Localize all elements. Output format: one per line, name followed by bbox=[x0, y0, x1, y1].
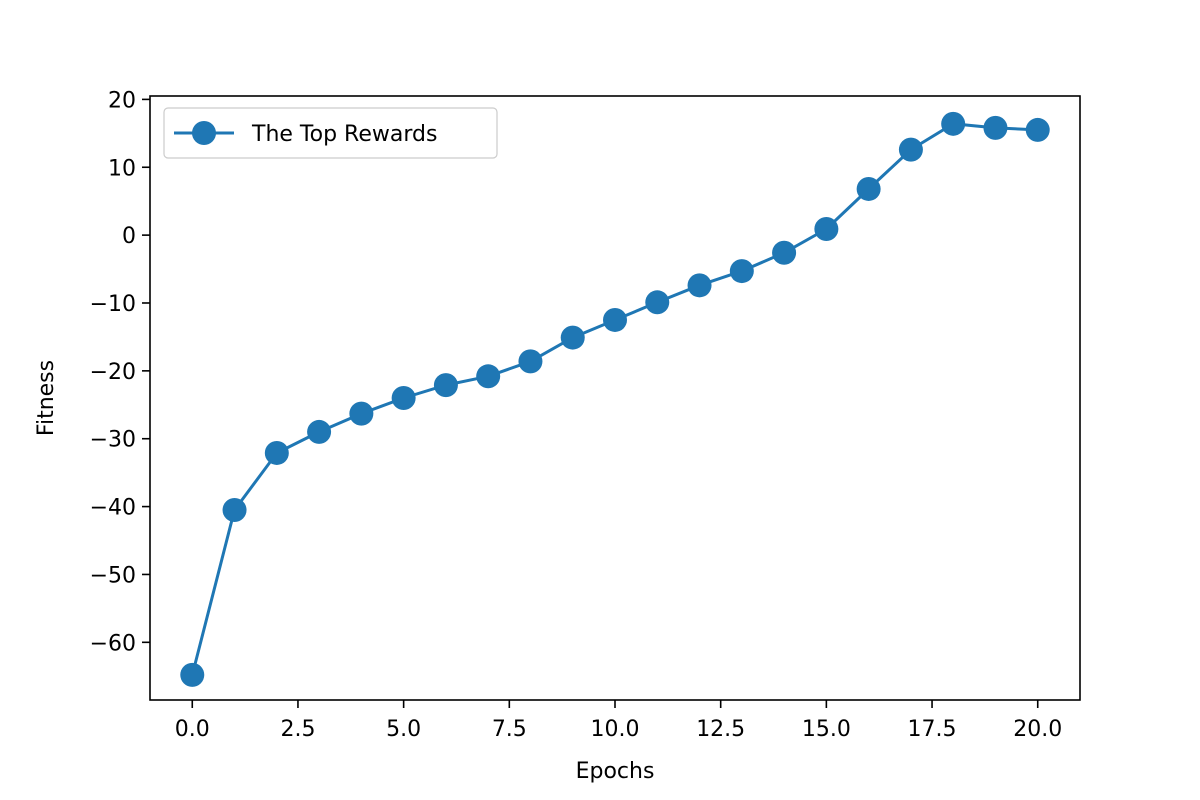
x-tick-label: 17.5 bbox=[908, 717, 957, 742]
data-point bbox=[560, 325, 585, 350]
legend-marker-swatch bbox=[192, 121, 216, 145]
y-tick-label: 10 bbox=[108, 156, 136, 181]
data-point bbox=[518, 349, 543, 374]
y-tick-label: −30 bbox=[90, 428, 136, 453]
x-tick-label: 0.0 bbox=[175, 717, 210, 742]
data-point bbox=[264, 440, 289, 465]
data-point bbox=[856, 176, 881, 201]
data-point bbox=[307, 419, 332, 444]
data-point bbox=[983, 115, 1008, 140]
y-tick-label: −20 bbox=[90, 360, 136, 385]
legend: The Top Rewards bbox=[163, 107, 498, 159]
data-point bbox=[941, 111, 966, 136]
x-axis: 0.0 2.5 5.0 7.5 10.0 12.5 15.0 17.5 20.0 bbox=[175, 700, 1062, 742]
legend-box bbox=[163, 107, 498, 159]
data-point bbox=[603, 307, 627, 332]
y-tick-label: −40 bbox=[90, 496, 136, 521]
data-point bbox=[729, 259, 754, 284]
data-point bbox=[222, 497, 247, 522]
y-tick-label: −60 bbox=[90, 631, 136, 656]
x-tick-label: 7.5 bbox=[492, 717, 527, 742]
data-point bbox=[687, 273, 712, 298]
data-point bbox=[476, 364, 501, 389]
y-axis-label: Fitness bbox=[34, 360, 59, 436]
data-point bbox=[349, 401, 374, 426]
plot-area bbox=[180, 111, 1050, 687]
x-tick-label: 12.5 bbox=[696, 717, 745, 742]
y-tick-label: 20 bbox=[108, 88, 136, 113]
x-tick-label: 20.0 bbox=[1013, 717, 1062, 742]
y-tick-label: 0 bbox=[122, 224, 136, 249]
y-axis: 20 10 0 −10 −20 −30 −40 −50 −60 bbox=[90, 88, 150, 656]
x-tick-label: 5.0 bbox=[386, 717, 421, 742]
x-axis-label: Epochs bbox=[576, 759, 655, 784]
legend-label: The Top Rewards bbox=[251, 122, 437, 147]
data-point bbox=[772, 240, 797, 265]
data-point bbox=[898, 137, 923, 162]
data-point bbox=[180, 662, 205, 687]
data-point bbox=[1025, 117, 1050, 142]
data-point bbox=[814, 217, 839, 242]
y-tick-label: −10 bbox=[90, 292, 136, 317]
y-tick-label: −50 bbox=[90, 563, 136, 588]
data-point bbox=[645, 290, 670, 315]
data-point bbox=[433, 373, 458, 398]
x-tick-label: 10.0 bbox=[591, 717, 640, 742]
x-tick-label: 2.5 bbox=[280, 717, 315, 742]
x-tick-label: 15.0 bbox=[802, 717, 851, 742]
data-point bbox=[391, 386, 416, 410]
